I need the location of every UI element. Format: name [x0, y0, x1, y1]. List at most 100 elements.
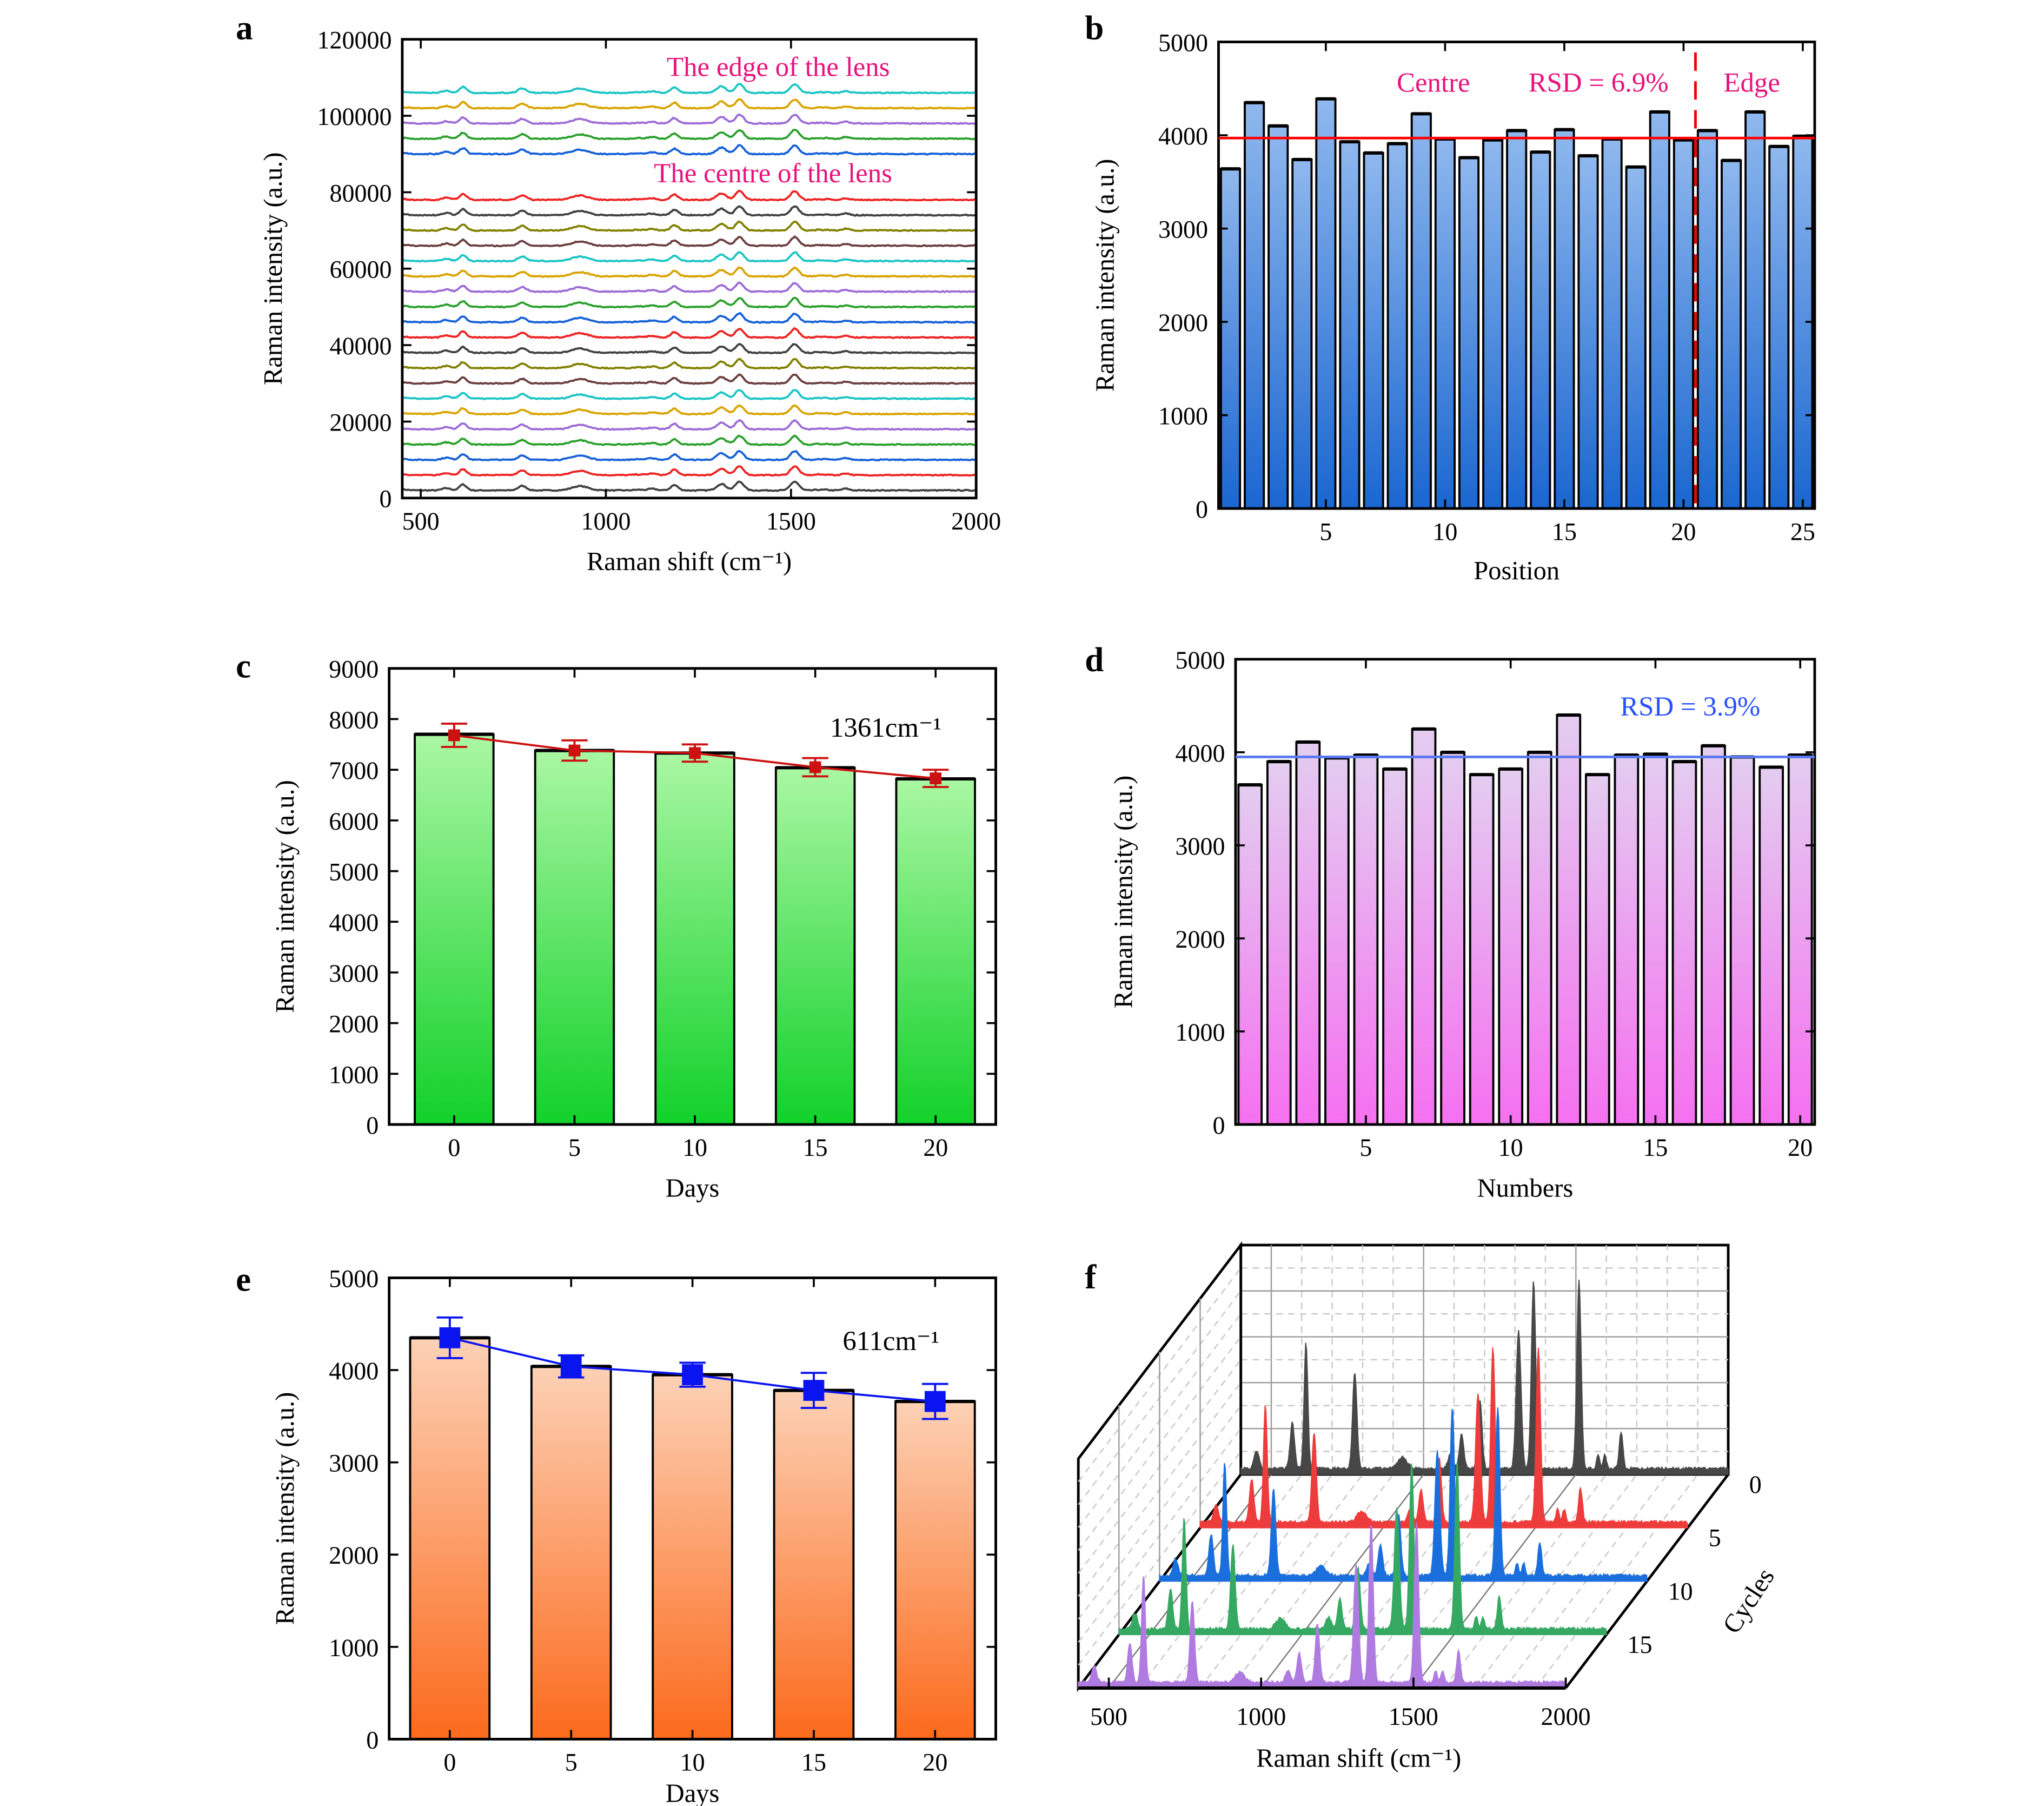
y-axis-label: Raman intensity (a.u.) [271, 780, 300, 1013]
bar [1386, 142, 1408, 510]
spectrum-line [402, 465, 975, 477]
bar [1237, 784, 1263, 1126]
bar [534, 749, 615, 1126]
spectrum-trace [1240, 1279, 1729, 1475]
x-tick-label: 20 [1671, 518, 1696, 545]
spectrum-trace [1078, 1523, 1567, 1689]
spectrum-line [402, 327, 975, 340]
x-tick-label: 500 [402, 507, 440, 535]
x-tick-label: 10 [1432, 518, 1457, 545]
y-tick-label: 3000 [329, 1450, 379, 1477]
bar [652, 1373, 733, 1741]
data-point [448, 729, 460, 742]
bar [1506, 129, 1528, 510]
x-tick-label: 20 [923, 1134, 948, 1161]
x-tick-label: 2000 [1541, 1703, 1591, 1730]
x-tick-label: 5 [1319, 518, 1332, 545]
x-tick-label: 5 [1359, 1134, 1372, 1161]
y-tick-label: 20000 [329, 408, 391, 436]
panel-b-position-bars: 5 10 15 20 25 0 1000 2000 3000 4000 5000 Position Ra… [1085, 9, 1816, 585]
y-tick-label: 5000 [1176, 646, 1225, 674]
y-tick-label: 8000 [329, 706, 379, 733]
spectrum-line [402, 358, 976, 370]
x-axis-label: Raman shift (cm⁻¹) [1256, 1744, 1461, 1772]
x-tick-label: 2000 [951, 507, 1001, 535]
x-tick-label: 1000 [581, 507, 631, 535]
bar [895, 778, 976, 1126]
bar [1729, 756, 1755, 1126]
bar [1295, 740, 1321, 1126]
panel-label: f [1085, 1258, 1097, 1296]
y-tick-label: 1000 [329, 1061, 379, 1088]
bar [1625, 166, 1647, 510]
bar [1458, 156, 1480, 510]
bar [1614, 754, 1640, 1126]
bar [1353, 754, 1379, 1126]
bar [1671, 760, 1697, 1126]
bar [773, 1389, 855, 1741]
y-tick-label: 4000 [329, 909, 379, 936]
plot-frame [388, 667, 997, 1126]
bar [1584, 773, 1610, 1126]
x-tick-label: 15 [803, 1134, 828, 1161]
x-axis-label: Numbers [1477, 1174, 1574, 1202]
cycle-tick-label: 10 [1668, 1577, 1693, 1605]
panel-e-days-bars-611: 0 5 10 15 20 0 1000 2000 3000 4000 5000 Days Raman i… [236, 1261, 997, 1806]
spectrum-line [402, 98, 975, 110]
bar [1721, 159, 1742, 510]
y-tick-label: 5000 [329, 1265, 379, 1292]
x-tick-label: 1500 [1389, 1703, 1438, 1730]
annotation-centre: The centre of the lens [654, 158, 892, 189]
plot-frame [1234, 658, 1816, 1126]
y-tick-label: 2000 [1176, 925, 1225, 953]
y-tick-label: 60000 [329, 256, 391, 283]
spectrum-line [402, 266, 976, 278]
y-tick-label: 3000 [1176, 832, 1225, 860]
cycles-axis-label: Cycles [1717, 1563, 1780, 1638]
x-tick-label: 15 [1643, 1134, 1668, 1161]
bar [1411, 727, 1437, 1126]
cycle-tick-label: 15 [1627, 1631, 1652, 1658]
data-point [439, 1327, 461, 1348]
bar [1267, 124, 1289, 510]
spectrum-line [402, 251, 976, 263]
x-axis-label: Position [1474, 557, 1559, 585]
bar [1554, 128, 1575, 510]
bar [1440, 751, 1465, 1126]
bar [1530, 151, 1551, 510]
y-axis-label: Raman intensity (a.u.) [271, 1392, 300, 1625]
plot-frame [1217, 41, 1816, 510]
y-tick-label: 0 [1196, 495, 1208, 523]
x-tick-label: 25 [1790, 518, 1815, 545]
bar [774, 766, 856, 1126]
spectrum-line [402, 389, 976, 401]
bar [894, 1400, 976, 1741]
spectrum-line [402, 83, 975, 95]
y-axis-label: Raman intensity (a.u.) [1110, 776, 1138, 1009]
y-tick-label: 3000 [1158, 216, 1208, 243]
y-axis-label: Raman intensity (a.u.) [259, 152, 288, 385]
spectrum-line [402, 296, 975, 309]
y-tick-label: 7000 [329, 757, 379, 784]
bar [1649, 110, 1670, 510]
spectrum-trace [1199, 1347, 1688, 1529]
data-point [689, 747, 701, 759]
data-point [924, 1391, 946, 1412]
bar [1577, 155, 1599, 510]
spectrum-line [402, 189, 976, 202]
y-tick-label: 4000 [1158, 122, 1208, 150]
y-tick-label: 80000 [329, 179, 391, 207]
cycle-tick-label: 0 [1749, 1471, 1762, 1498]
bar [1291, 158, 1313, 510]
panel-d-numbers-bars: 5 10 15 20 0 1000 2000 3000 4000 5000 Numbers Raman… [1085, 641, 1816, 1202]
data-point [560, 1355, 582, 1377]
bar [1556, 714, 1582, 1126]
spectrum-line [402, 312, 975, 324]
data-point [930, 772, 942, 784]
bar [1482, 138, 1504, 510]
x-tick-label: 10 [682, 1134, 707, 1161]
bar [1244, 101, 1265, 510]
annotation-rsd: RSD = 3.9% [1620, 692, 1760, 722]
y-tick-label: 2000 [1158, 309, 1208, 336]
y-tick-label: 4000 [329, 1357, 379, 1385]
